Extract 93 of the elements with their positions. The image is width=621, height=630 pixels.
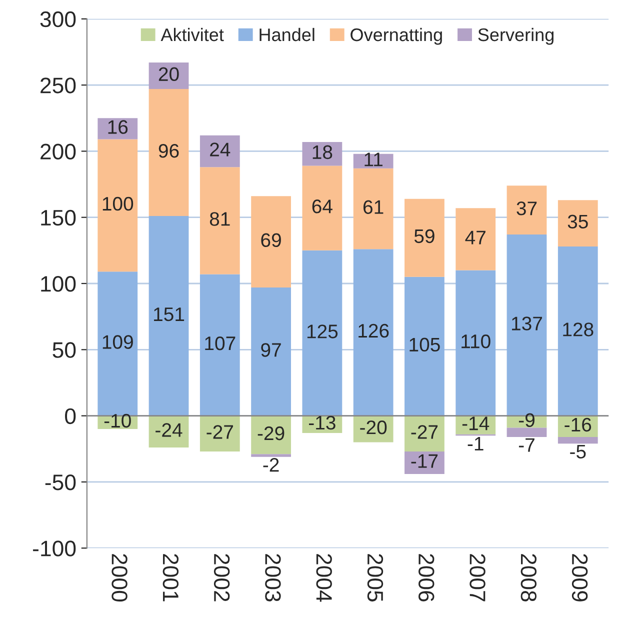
data-label: -29 [258,426,284,440]
data-label: -9 [518,413,534,427]
data-label: 137 [512,316,542,330]
data-label: 69 [261,233,281,248]
x-tick-label: 2002 [214,554,230,602]
y-tick-label: 50 [52,342,76,358]
data-label: -27 [206,425,233,439]
bar [148,89,189,216]
bar [456,270,496,416]
data-label: 110 [462,334,490,348]
bar [98,139,138,272]
data-label: 64 [312,200,332,214]
bar [251,196,291,288]
y-tick-label: 100 [41,276,76,292]
data-label: 128 [563,322,594,336]
x-tick-label: 2008 [520,554,537,602]
y-tick-label: 200 [40,144,76,160]
y-tick-label: 300 [40,11,76,28]
bar [98,118,138,140]
bar [353,249,394,416]
bar [353,168,394,250]
data-label: -1 [468,437,484,450]
data-label: 37 [516,202,537,216]
data-label: -27 [411,425,438,439]
bar [404,198,444,277]
x-tick-label: 2007 [470,554,486,602]
data-label: 35 [568,214,588,229]
bar [506,428,547,437]
x-tick-label: 2000 [112,554,128,602]
bar [404,276,444,416]
legend-label: Aktivitet [160,28,224,42]
bar [302,142,342,166]
legend-label: Handel [260,28,314,42]
data-label: 109 [102,335,133,349]
bar [200,274,240,416]
legend-label: Servering [478,28,554,45]
data-label: 100 [102,196,134,211]
y-tick-label: 150 [41,210,76,226]
data-label: -24 [156,423,182,437]
y-tick-label: -100 [33,540,76,556]
data-label: 47 [465,230,486,244]
bar [404,452,444,474]
data-label: -16 [564,418,592,432]
data-label: 105 [410,338,440,352]
data-label: 16 [108,120,128,134]
data-label: 18 [312,145,332,160]
y-tick-label: 250 [40,78,76,94]
bar [506,186,547,235]
bar [148,62,189,90]
data-label: 125 [307,324,338,338]
bar [456,208,496,270]
data-label: -17 [411,454,438,468]
data-label: 24 [210,142,230,156]
data-label: 11 [364,152,382,166]
data-label: 61 [364,200,384,214]
bar [251,416,291,454]
data-label: 59 [414,229,434,244]
x-tick-label: 2005 [367,554,384,602]
data-label: 81 [210,212,230,226]
bar [404,416,444,452]
bar [200,416,240,452]
data-label: 96 [158,144,179,158]
data-label: -7 [518,438,534,452]
data-label: 107 [205,336,236,350]
data-label: 151 [154,308,184,322]
bar [148,416,189,448]
bar [558,436,598,444]
bar [302,250,342,416]
y-tick-label: -50 [45,474,76,490]
x-tick-label: 2001 [162,554,179,602]
data-label: 97 [261,343,281,357]
data-label: -5 [570,444,586,459]
x-tick-label: 2006 [418,554,434,602]
x-tick-label: 2004 [316,554,332,602]
data-label: -14 [462,416,490,430]
y-tick-label: 0 [65,408,76,424]
data-label: -2 [263,458,279,472]
bar [200,167,240,274]
data-label: -20 [360,420,387,434]
x-tick-label: 2003 [265,554,281,602]
data-label: -13 [309,416,336,430]
bar [251,287,291,416]
bar [558,246,598,416]
bar [148,216,189,416]
data-label: 126 [358,324,389,338]
x-tick-label: 2009 [572,554,588,602]
legend-label: Overnatting [350,28,442,45]
data-label: 20 [158,67,179,82]
bar [251,454,291,457]
bar [558,200,598,246]
bar [200,135,240,168]
data-label: -10 [104,414,131,428]
bar [302,166,342,250]
